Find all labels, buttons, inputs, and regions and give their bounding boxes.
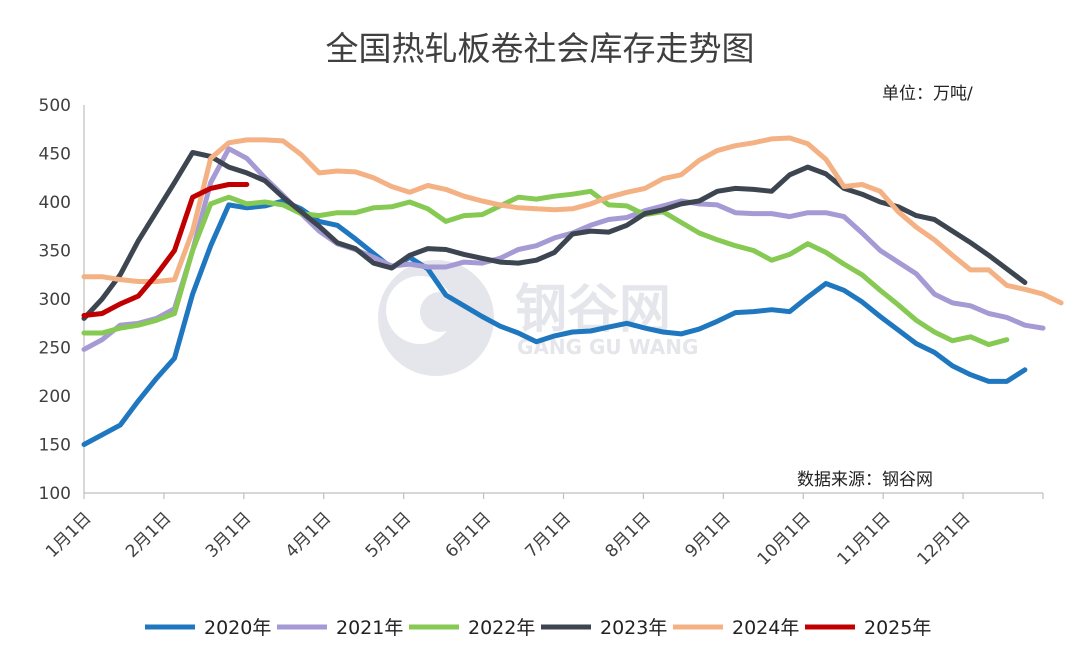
series-line-2022年	[81, 188, 1010, 348]
legend-label: 2022年	[468, 617, 535, 639]
x-tick-label: 7月1日	[522, 508, 575, 561]
y-tick-label: 300	[39, 290, 71, 310]
x-tick-label: 2月1日	[122, 508, 175, 561]
x-tick-label: 4月1日	[282, 508, 335, 561]
unit-note: 单位：万吨/	[882, 84, 973, 104]
legend-label: 2023年	[600, 617, 667, 639]
x-tick-label: 11月1日	[834, 508, 895, 569]
y-tick-label: 200	[39, 387, 71, 407]
y-tick-label: 100	[39, 484, 71, 504]
x-tick-label: 12月1日	[913, 508, 974, 569]
x-tick-label: 5月1日	[362, 508, 415, 561]
y-tick-label: 350	[39, 242, 71, 262]
y-tick-label: 450	[39, 145, 71, 165]
x-tick-label: 3月1日	[202, 508, 255, 561]
x-tick-label: 9月1日	[681, 508, 734, 561]
legend: 2020年 2021年 2022年 2023年 2024年 2025年	[145, 617, 931, 639]
series-line-2023年	[81, 150, 1028, 321]
series-line-2021年	[81, 146, 1046, 352]
series-line-2024年	[81, 135, 1064, 306]
x-tick-label: 10月1日	[754, 508, 815, 569]
y-tick-label: 400	[39, 193, 71, 213]
y-tick-label: 500	[39, 96, 71, 116]
legend-label: 2025年	[864, 617, 931, 639]
y-tick-label: 250	[39, 339, 71, 359]
y-tick-label: 150	[39, 436, 71, 456]
series-layer	[81, 135, 1064, 447]
x-tick-label: 1月1日	[42, 508, 95, 561]
source-note: 数据来源：钢谷网	[797, 470, 933, 490]
watermark-logo: 钢谷网 GANG GU WANG	[378, 260, 698, 376]
x-tick-label: 6月1日	[442, 508, 495, 561]
series-line-2020年	[81, 198, 1028, 447]
x-tick-label: 8月1日	[601, 508, 654, 561]
legend-label: 2020年	[204, 617, 271, 639]
series-line-2025年	[81, 182, 250, 318]
legend-label: 2024年	[732, 617, 799, 639]
legend-label: 2021年	[336, 617, 403, 639]
chart-title: 全国热轧板卷社会库存走势图	[326, 29, 755, 68]
